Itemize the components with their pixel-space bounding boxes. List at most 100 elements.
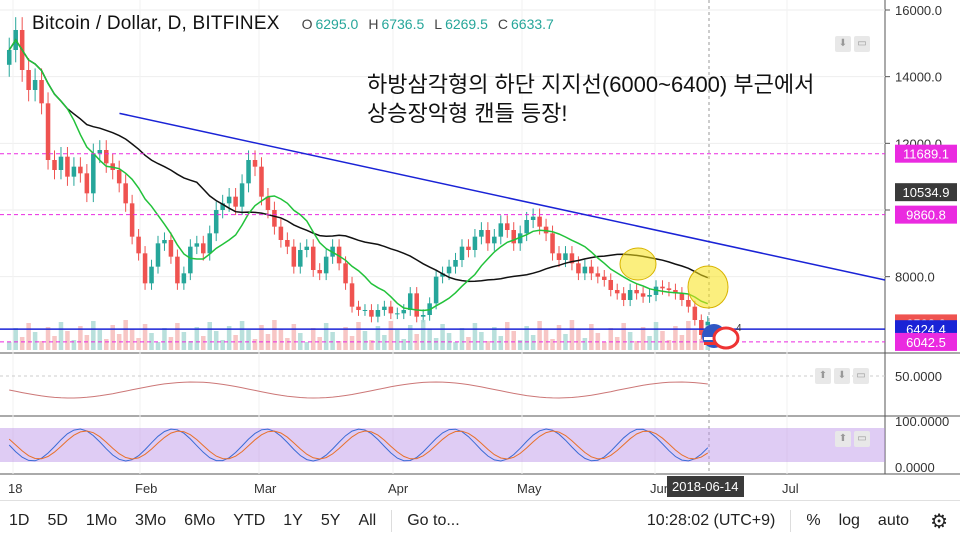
range-1d[interactable]: 1D — [9, 512, 30, 529]
volume-bar — [13, 328, 18, 350]
volume-bar — [103, 339, 109, 350]
gear-icon[interactable]: ⚙ — [930, 510, 948, 533]
range-1mo[interactable]: 1Mo — [85, 512, 118, 529]
volume-bar — [6, 342, 12, 350]
price-label-text: 6042.5 — [906, 335, 946, 350]
volume-bar — [310, 328, 316, 350]
range-6mo[interactable]: 6Mo — [184, 512, 216, 529]
candle-body — [511, 230, 516, 244]
candle-body — [142, 253, 148, 284]
volume-bar — [614, 337, 620, 350]
volume-bar — [582, 338, 588, 350]
candle-body — [201, 243, 206, 254]
maximize-icon: ▭ — [854, 431, 870, 447]
price-label-box — [895, 332, 957, 351]
candle-body — [97, 150, 103, 154]
candle-body — [246, 160, 251, 184]
volume-bar — [466, 337, 471, 350]
pane-controls-ind2[interactable]: ⬆ ▭ — [835, 431, 870, 447]
candle-body — [388, 306, 394, 314]
range-all[interactable]: All — [358, 512, 377, 529]
price-label-text: 10534.9 — [903, 185, 950, 200]
candle-body — [149, 266, 154, 284]
candle-body — [492, 236, 497, 244]
candle-body — [162, 240, 167, 244]
candle-body — [317, 270, 322, 274]
range-ytd[interactable]: YTD — [233, 512, 266, 529]
volume-bar — [246, 330, 251, 350]
candle-body — [576, 263, 581, 274]
volume-bar — [110, 325, 115, 350]
x-tick-label: 18 — [8, 481, 22, 496]
candle-body — [349, 283, 355, 307]
candle-body — [407, 293, 413, 310]
price-label-box — [895, 205, 957, 224]
volume-bar — [530, 335, 536, 350]
goto-button[interactable]: Go to... — [407, 512, 460, 529]
pane-controls-main[interactable]: ⬇ ▭ — [835, 36, 870, 52]
candle-body — [602, 276, 607, 280]
volume-bar — [543, 330, 549, 350]
candle-body — [26, 70, 31, 90]
ohlc-high: H 6736.5 — [368, 16, 425, 32]
volume-bar — [175, 323, 180, 350]
volume-bar — [504, 322, 510, 350]
range-5d[interactable]: 5D — [47, 512, 68, 529]
stoch-k-line — [8, 428, 709, 462]
candle-body — [440, 273, 445, 277]
volume-bar — [498, 336, 504, 350]
volume-bar — [142, 324, 148, 350]
candle-body — [666, 288, 672, 290]
candle-body — [103, 150, 109, 164]
price-chart[interactable]: 16000.014000.012000.010000.08000.018FebM… — [0, 0, 960, 500]
ohlc-close: C 6633.7 — [497, 16, 554, 32]
annotation-line-1: 하방삼각형의 하단 지지선(6000~6400) 부근에서 — [367, 72, 815, 97]
volume-bar — [155, 342, 161, 350]
volume-bar — [492, 327, 497, 350]
volume-bar — [666, 340, 672, 350]
price-tick-label: 16000.0 — [895, 3, 942, 18]
candle-body — [65, 156, 70, 177]
range-1y[interactable]: 1Y — [283, 512, 303, 529]
volume-bar — [149, 333, 154, 350]
volume-bar — [343, 327, 348, 350]
auto-toggle[interactable]: auto — [877, 512, 910, 529]
volume-bar — [285, 338, 290, 350]
price-label-box — [895, 183, 957, 202]
crosshair-date: 2018-06-14 — [667, 476, 744, 497]
ma-black-line — [8, 38, 709, 283]
candle-body — [272, 210, 277, 227]
volume-bar — [563, 334, 568, 350]
volume-bar — [181, 332, 187, 350]
range-5y[interactable]: 5Y — [320, 512, 341, 529]
volume-bar — [26, 323, 31, 350]
volume-bar — [58, 322, 64, 350]
volume-bar — [226, 326, 232, 350]
percent-toggle[interactable]: % — [806, 512, 821, 529]
candle-body — [304, 246, 310, 250]
descending-trendline — [119, 112, 886, 281]
pane-controls-ind1[interactable]: ⬆ ⬇ ▭ — [815, 368, 869, 384]
candle-body — [686, 300, 691, 307]
us-flag-event-icon[interactable]: 4 — [700, 322, 750, 350]
range-3mo[interactable]: 3Mo — [135, 512, 167, 529]
candle-body — [382, 306, 387, 310]
volume-bar — [207, 322, 213, 350]
x-tick-label: Feb — [135, 481, 157, 496]
volume-bar — [19, 337, 25, 350]
volume-bar — [692, 330, 698, 350]
candle-body — [259, 166, 264, 197]
candle-body — [233, 196, 238, 207]
candle-body — [485, 230, 491, 244]
volume-bar — [123, 320, 128, 350]
candle-body — [679, 293, 685, 300]
log-toggle[interactable]: log — [838, 512, 860, 529]
volume-bar — [84, 335, 90, 350]
volume-bar — [78, 326, 83, 350]
candle-body — [563, 253, 568, 260]
volume-bar — [653, 322, 659, 350]
candle-body — [32, 80, 38, 90]
candle-body — [194, 243, 200, 247]
x-tick-label: Jul — [782, 481, 799, 496]
